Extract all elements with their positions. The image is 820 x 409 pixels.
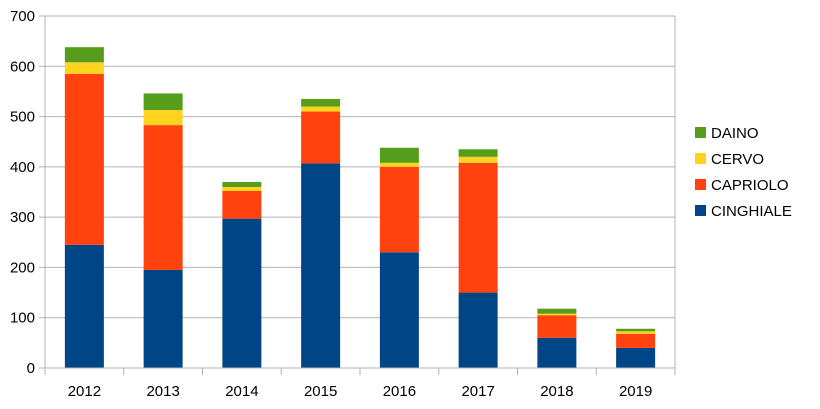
bar-segment-capriolo-2013 [143, 125, 183, 270]
bar-segment-capriolo-2014 [222, 190, 262, 219]
bar-segment-cinghiale-2012 [64, 244, 104, 368]
x-axis-tick-labels: 2012 2013 2014 2015 2016 2017 2018 2019 [68, 383, 653, 400]
bar-segment-cinghiale-2019 [616, 347, 656, 368]
bar-segment-cervo-2019 [616, 331, 656, 334]
bar-segment-cervo-2017 [458, 156, 498, 163]
x-tick-label-2016: 2016 [383, 383, 416, 400]
legend-swatch-daino [695, 127, 706, 138]
bar-segment-daino-2015 [301, 98, 341, 107]
y-tick-label: 600 [10, 58, 35, 75]
x-tick-label-2012: 2012 [68, 383, 101, 400]
y-tick-label: 400 [10, 159, 35, 176]
legend-label-daino: DAINO [711, 125, 759, 142]
legend-swatch-cinghiale [695, 205, 706, 216]
y-tick-label: 200 [10, 259, 35, 276]
legend-swatch-cervo [695, 153, 706, 164]
bar-segment-cinghiale-2017 [458, 292, 498, 368]
y-tick-label: 0 [27, 360, 35, 377]
bar-segment-daino-2019 [616, 328, 656, 332]
bar-segment-capriolo-2012 [64, 73, 104, 245]
x-tick-label-2013: 2013 [146, 383, 179, 400]
legend-label-cervo: CERVO [711, 151, 764, 168]
bar-segment-cinghiale-2015 [301, 163, 341, 368]
bar-segment-daino-2016 [379, 147, 419, 163]
bar-segment-daino-2018 [537, 308, 577, 314]
legend-label-capriolo: CAPRIOLO [711, 177, 789, 194]
bar-segment-cervo-2016 [379, 162, 419, 167]
bar-segment-cinghiale-2016 [379, 252, 419, 368]
bar-segment-capriolo-2015 [301, 111, 341, 164]
x-tick-label-2018: 2018 [540, 383, 573, 400]
legend-label-cinghiale: CINGHIALE [711, 203, 792, 220]
bar-segment-daino-2014 [222, 181, 262, 187]
bar-segment-capriolo-2018 [537, 315, 577, 338]
y-tick-label: 300 [10, 209, 35, 226]
bar-segment-daino-2013 [143, 93, 183, 111]
legend-swatch-capriolo [695, 179, 706, 190]
y-tick-label: 700 [10, 8, 35, 25]
y-tick-label: 100 [10, 310, 35, 327]
bar-segment-cervo-2012 [64, 62, 104, 74]
bar-segment-cinghiale-2013 [143, 269, 183, 368]
bar-segment-capriolo-2016 [379, 166, 419, 253]
x-tick-label-2014: 2014 [225, 383, 258, 400]
bar-segment-cervo-2014 [222, 186, 262, 191]
x-tick-label-2017: 2017 [461, 383, 494, 400]
bar-segment-cervo-2015 [301, 106, 341, 112]
bars [64, 47, 656, 368]
bar-segment-cervo-2013 [143, 110, 183, 126]
bar-segment-capriolo-2019 [616, 333, 656, 348]
y-tick-label: 500 [10, 109, 35, 126]
legend: DAINO CERVO CAPRIOLO CINGHIALE [695, 125, 792, 220]
x-tick-label-2019: 2019 [619, 383, 652, 400]
bar-segment-daino-2012 [64, 47, 104, 63]
bar-segment-cinghiale-2018 [537, 337, 577, 368]
x-tick-label-2015: 2015 [304, 383, 337, 400]
bar-segment-cinghiale-2014 [222, 218, 262, 368]
bar-segment-daino-2017 [458, 149, 498, 157]
bar-segment-cervo-2018 [537, 313, 577, 316]
bar-segment-capriolo-2017 [458, 162, 498, 293]
y-axis-tick-labels: 0 100 200 300 400 500 600 700 [10, 8, 35, 377]
axes [44, 16, 676, 375]
gridlines [39, 15, 675, 369]
